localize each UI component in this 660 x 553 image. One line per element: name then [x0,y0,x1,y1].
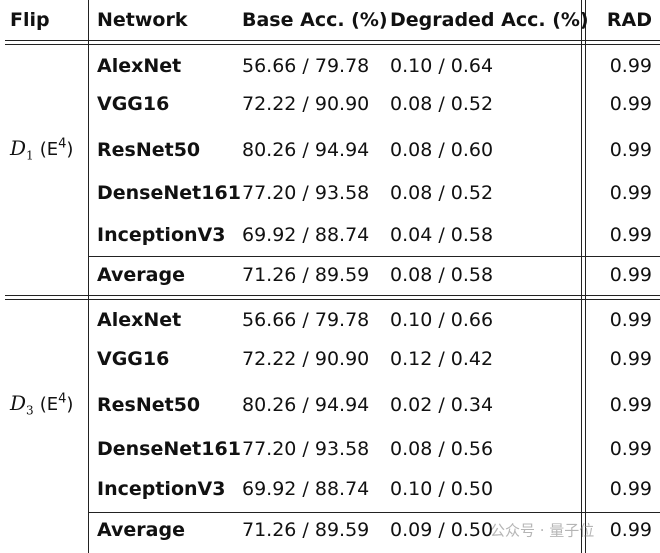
label-symbol: D [10,135,27,160]
header-cell: Base Acc. (%) [242,9,388,31]
table-cell: 80.26 / 94.94 [242,394,370,416]
table-cell: 69.92 / 88.74 [242,224,370,246]
group-label: D3 (E4) [10,387,73,422]
table-cell: 80.26 / 94.94 [242,139,370,161]
network-name: VGG16 [97,348,170,370]
average-label: Average [97,519,185,541]
table-cell: 0.08 / 0.52 [390,93,494,115]
table-cell: 0.12 / 0.42 [390,348,494,370]
average-label: Average [97,264,185,286]
table-cell: 0.99 [609,182,652,204]
table-cell: 71.26 / 89.59 [242,519,370,541]
network-name: DenseNet161 [97,182,241,204]
watermark: 公众号 · 量子位 [490,521,595,540]
average-rule [88,256,660,258]
table-cell: 0.99 [609,309,652,331]
table-cell: 77.20 / 93.58 [242,182,370,204]
table-cell: 77.20 / 93.58 [242,438,370,460]
table-cell: 0.99 [609,224,652,246]
label-open: (E [39,393,59,415]
table-cell: 0.08 / 0.56 [390,438,494,460]
network-name: DenseNet161 [97,438,241,460]
table-cell: 56.66 / 79.78 [242,55,370,77]
table-cell: 0.08 / 0.58 [390,264,494,286]
header-cell: Network [97,9,188,31]
network-name: AlexNet [97,309,182,331]
network-name: ResNet50 [97,394,201,416]
label-superscript: 4 [58,136,67,152]
table-cell: 0.08 / 0.52 [390,182,494,204]
column-rule [88,0,90,553]
network-name: InceptionV3 [97,478,226,500]
table-cell: 0.99 [609,478,652,500]
table-cell: 0.99 [609,394,652,416]
table-cell: 0.04 / 0.58 [390,224,494,246]
network-name: InceptionV3 [97,224,226,246]
table-cell: 72.22 / 90.90 [242,93,370,115]
table-cell: 0.99 [609,519,652,541]
table-cell: 0.99 [609,348,652,370]
table-cell: 0.10 / 0.50 [390,478,494,500]
label-symbol: D [10,390,27,415]
network-name: ResNet50 [97,139,201,161]
table-cell: 0.99 [609,93,652,115]
group-rule [5,295,660,297]
label-superscript: 4 [58,391,67,407]
table-cell: 69.92 / 88.74 [242,478,370,500]
label-close: ) [66,138,74,160]
table-cell: 0.99 [609,139,652,161]
label-subscript: 1 [26,148,34,163]
header-cell: RAD [606,9,652,31]
column-rule [581,0,583,553]
header-rule [5,44,660,46]
label-subscript: 3 [26,403,34,418]
column-rule [585,0,587,553]
header-cell: Degraded Acc. (%) [390,9,589,31]
group-rule [5,299,660,301]
table-cell: 0.99 [609,264,652,286]
table-cell: 0.10 / 0.66 [390,309,494,331]
header-rule [5,40,660,42]
header-cell: Flip [10,9,50,31]
network-name: AlexNet [97,55,182,77]
average-rule [88,512,660,514]
table-cell: 0.02 / 0.34 [390,394,494,416]
table-cell: 0.08 / 0.60 [390,139,494,161]
table-cell: 0.10 / 0.64 [390,55,494,77]
table-cell: 72.22 / 90.90 [242,348,370,370]
group-label: D1 (E4) [10,132,73,167]
table-cell: 0.99 [609,55,652,77]
table-cell: 71.26 / 89.59 [242,264,370,286]
network-name: VGG16 [97,93,170,115]
table-cell: 0.09 / 0.50 [390,519,494,541]
table-cell: 56.66 / 79.78 [242,309,370,331]
label-close: ) [66,393,74,415]
table-cell: 0.99 [609,438,652,460]
label-open: (E [39,138,59,160]
